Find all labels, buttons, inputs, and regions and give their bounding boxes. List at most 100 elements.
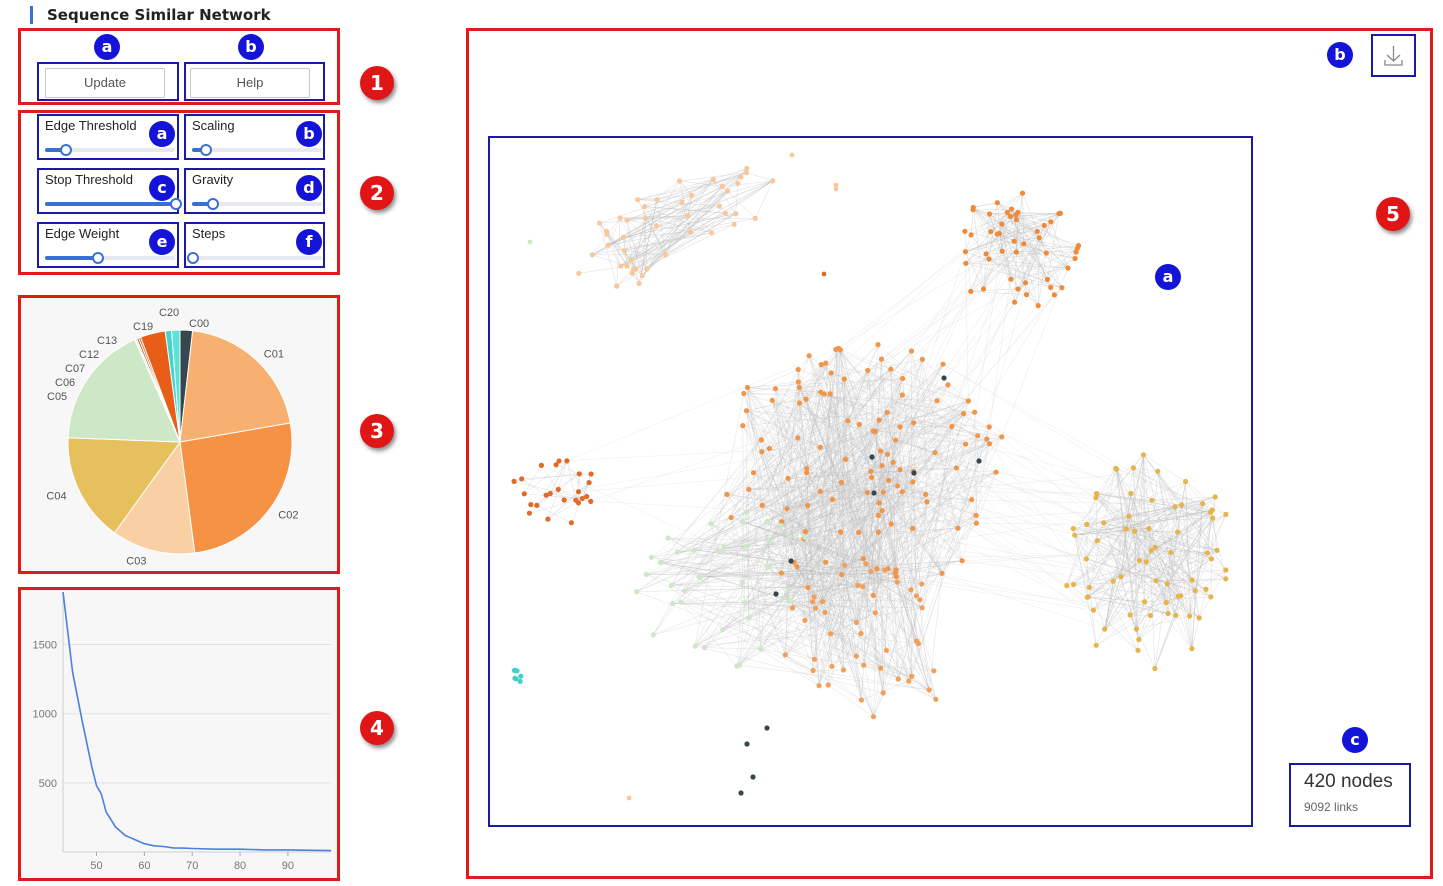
network-node[interactable] bbox=[731, 221, 737, 227]
network-node[interactable] bbox=[933, 696, 939, 702]
network-node[interactable] bbox=[817, 488, 823, 494]
network-node[interactable] bbox=[1064, 582, 1070, 589]
network-node[interactable] bbox=[863, 561, 869, 567]
network-node[interactable] bbox=[963, 441, 969, 447]
network-node[interactable] bbox=[1021, 241, 1027, 247]
network-node[interactable] bbox=[810, 599, 816, 605]
network-node[interactable] bbox=[635, 197, 641, 203]
slider-track[interactable] bbox=[45, 144, 175, 156]
network-node[interactable] bbox=[534, 502, 540, 508]
network-node[interactable] bbox=[839, 571, 845, 578]
slider-track[interactable] bbox=[192, 144, 322, 156]
network-node[interactable] bbox=[908, 587, 914, 593]
network-node[interactable] bbox=[728, 514, 734, 521]
network-node[interactable] bbox=[949, 423, 955, 429]
network-node[interactable] bbox=[576, 270, 582, 276]
network-node[interactable] bbox=[1168, 549, 1174, 556]
network-node[interactable] bbox=[720, 627, 726, 633]
network-node[interactable] bbox=[758, 646, 764, 652]
network-node[interactable] bbox=[696, 574, 702, 580]
network-node[interactable] bbox=[976, 458, 982, 464]
network-node[interactable] bbox=[875, 529, 882, 535]
network-node[interactable] bbox=[743, 509, 749, 515]
slider-handle[interactable] bbox=[206, 198, 219, 210]
network-node[interactable] bbox=[939, 570, 945, 576]
network-node[interactable] bbox=[788, 558, 794, 564]
network-node[interactable] bbox=[828, 631, 834, 637]
network-node[interactable] bbox=[781, 595, 787, 601]
network-node[interactable] bbox=[880, 690, 886, 696]
network-node[interactable] bbox=[785, 475, 791, 481]
network-node[interactable] bbox=[1147, 612, 1154, 619]
network-node[interactable] bbox=[789, 605, 796, 611]
network-node[interactable] bbox=[614, 283, 620, 289]
network-node[interactable] bbox=[833, 182, 839, 188]
slider-track[interactable] bbox=[187, 252, 322, 264]
slider-track[interactable] bbox=[45, 252, 175, 264]
network-node[interactable] bbox=[962, 249, 969, 255]
network-node[interactable] bbox=[1214, 547, 1220, 554]
network-node[interactable] bbox=[1204, 550, 1210, 556]
network-node[interactable] bbox=[688, 229, 694, 235]
network-node[interactable] bbox=[511, 667, 518, 674]
network-node[interactable] bbox=[1008, 276, 1014, 282]
network-node[interactable] bbox=[588, 498, 594, 504]
pie-slice-c20[interactable] bbox=[170, 329, 181, 443]
network-node[interactable] bbox=[841, 376, 847, 382]
network-node[interactable] bbox=[843, 456, 849, 462]
network-node[interactable] bbox=[821, 271, 827, 277]
network-node[interactable] bbox=[738, 174, 744, 180]
network-node[interactable] bbox=[1210, 515, 1216, 521]
pie-slice-c02[interactable] bbox=[179, 422, 293, 554]
network-node[interactable] bbox=[962, 228, 968, 234]
network-node[interactable] bbox=[604, 231, 610, 237]
network-node[interactable] bbox=[829, 663, 835, 670]
network-node[interactable] bbox=[1208, 509, 1214, 515]
network-node[interactable] bbox=[556, 458, 562, 464]
network-node[interactable] bbox=[811, 656, 817, 662]
network-node[interactable] bbox=[890, 459, 896, 465]
network-node[interactable] bbox=[779, 519, 785, 525]
network-node[interactable] bbox=[1142, 599, 1148, 605]
network-node[interactable] bbox=[766, 538, 772, 544]
network-node[interactable] bbox=[919, 581, 925, 587]
network-node[interactable] bbox=[1152, 665, 1158, 672]
network-node[interactable] bbox=[734, 663, 740, 669]
network-node[interactable] bbox=[1048, 219, 1054, 225]
network-node[interactable] bbox=[743, 408, 750, 414]
network-node[interactable] bbox=[1187, 613, 1193, 619]
network-node[interactable] bbox=[829, 496, 836, 503]
download-button[interactable] bbox=[1371, 34, 1416, 77]
network-node[interactable] bbox=[955, 525, 961, 531]
network-node[interactable] bbox=[513, 676, 519, 682]
slider-handle[interactable] bbox=[187, 252, 199, 264]
network-node[interactable] bbox=[670, 600, 676, 607]
slider-track[interactable] bbox=[192, 198, 322, 210]
network-node[interactable] bbox=[1155, 468, 1161, 474]
network-node[interactable] bbox=[1056, 211, 1062, 217]
network-node[interactable] bbox=[823, 559, 829, 565]
network-node[interactable] bbox=[1163, 600, 1169, 606]
network-node[interactable] bbox=[895, 483, 901, 489]
network-node[interactable] bbox=[708, 521, 714, 527]
network-node[interactable] bbox=[1085, 594, 1091, 600]
network-node[interactable] bbox=[657, 559, 664, 566]
network-node[interactable] bbox=[766, 445, 772, 452]
network-node[interactable] bbox=[648, 554, 654, 560]
network-node[interactable] bbox=[665, 535, 671, 541]
network-node[interactable] bbox=[1146, 525, 1152, 531]
help-button[interactable]: Help bbox=[190, 68, 310, 98]
network-node[interactable] bbox=[642, 204, 648, 210]
network-node[interactable] bbox=[1110, 578, 1116, 584]
network-node[interactable] bbox=[589, 252, 595, 258]
network-node[interactable] bbox=[823, 360, 829, 366]
network-node[interactable] bbox=[741, 390, 747, 397]
network-node[interactable] bbox=[621, 248, 628, 254]
network-node[interactable] bbox=[528, 502, 534, 508]
network-node[interactable] bbox=[897, 467, 903, 473]
network-node[interactable] bbox=[821, 391, 827, 397]
network-node[interactable] bbox=[778, 523, 784, 529]
network-node[interactable] bbox=[888, 521, 894, 527]
network-node[interactable] bbox=[1153, 578, 1159, 584]
network-node[interactable] bbox=[1022, 280, 1029, 286]
